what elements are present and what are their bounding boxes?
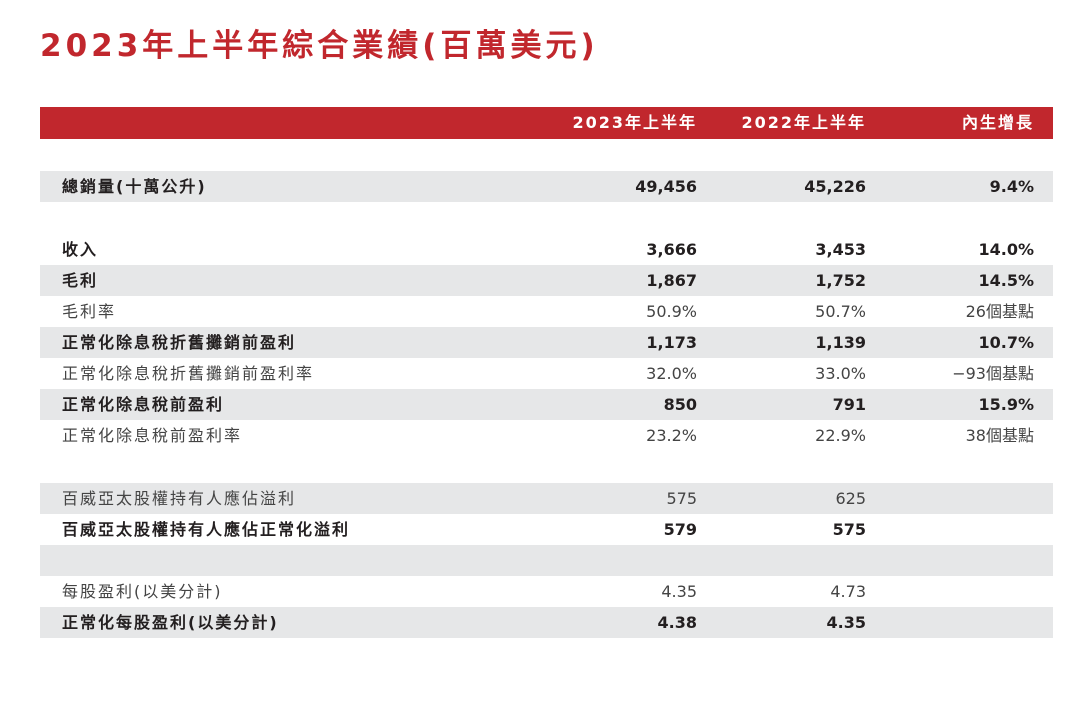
value-2023h1: 850 — [663, 395, 697, 414]
value-2023h1: 1,867 — [646, 271, 697, 290]
value-growth: 9.4% — [989, 177, 1034, 196]
table-row-ebitda: 正常化除息稅折舊攤銷前盈利 1,173 1,139 10.7% — [40, 327, 1053, 358]
value-growth: 38個基點 — [965, 426, 1034, 445]
row-label: 正常化除息稅前盈利率 — [62, 426, 243, 445]
row-label: 總銷量(十萬公升) — [62, 177, 207, 196]
header-organic-growth: 內生增長 — [961, 113, 1034, 132]
value-2022h1: 4.73 — [830, 582, 866, 601]
value-growth: 26個基點 — [965, 302, 1034, 321]
row-label: 正常化除息稅前盈利 — [62, 395, 225, 414]
value-2022h1: 1,752 — [815, 271, 866, 290]
value-2023h1: 4.35 — [661, 582, 697, 601]
table-row-blank — [40, 545, 1053, 576]
row-label: 百威亞太股權持有人應佔溢利 — [62, 489, 297, 508]
row-label: 正常化除息稅折舊攤銷前盈利 — [62, 333, 297, 352]
value-2022h1: 1,139 — [815, 333, 866, 352]
value-2023h1: 579 — [663, 520, 697, 539]
value-2023h1: 50.9% — [646, 302, 697, 321]
value-2022h1: 22.9% — [815, 426, 866, 445]
table-row-gross-margin: 毛利率 50.9% 50.7% 26個基點 — [40, 296, 1053, 327]
value-2022h1: 625 — [835, 489, 866, 508]
table-row-ebit-margin: 正常化除息稅前盈利率 23.2% 22.9% 38個基點 — [40, 420, 1053, 451]
value-2023h1: 4.38 — [657, 613, 697, 632]
spacer — [40, 139, 1053, 171]
value-growth: 14.0% — [978, 240, 1034, 259]
row-label: 收入 — [62, 240, 99, 259]
table-row-volume: 總銷量(十萬公升) 49,456 45,226 9.4% — [40, 171, 1053, 202]
row-label: 每股盈利(以美分計) — [62, 582, 223, 601]
spacer — [40, 451, 1053, 483]
value-2023h1: 32.0% — [646, 364, 697, 383]
table-row-eps: 每股盈利(以美分計) 4.35 4.73 — [40, 576, 1053, 607]
value-growth: −93個基點 — [952, 364, 1034, 383]
table-row-normalized-eps: 正常化每股盈利(以美分計) 4.38 4.35 — [40, 607, 1053, 638]
value-2022h1: 50.7% — [815, 302, 866, 321]
results-table: 2023年上半年 2022年上半年 內生增長 總銷量(十萬公升) 49,456 … — [40, 107, 1053, 638]
spacer — [40, 202, 1053, 234]
value-2022h1: 575 — [832, 520, 866, 539]
table-row-revenue: 收入 3,666 3,453 14.0% — [40, 234, 1053, 265]
header-2022h1: 2022年上半年 — [741, 113, 866, 132]
table-row-gross-profit: 毛利 1,867 1,752 14.5% — [40, 265, 1053, 296]
row-label: 毛利 — [62, 271, 99, 290]
table-row-profit: 百威亞太股權持有人應佔溢利 575 625 — [40, 483, 1053, 514]
table-row-ebit: 正常化除息稅前盈利 850 791 15.9% — [40, 389, 1053, 420]
row-label: 正常化除息稅折舊攤銷前盈利率 — [62, 364, 315, 383]
value-2023h1: 49,456 — [635, 177, 697, 196]
header-2023h1: 2023年上半年 — [572, 113, 697, 132]
value-growth: 14.5% — [978, 271, 1034, 290]
value-growth: 15.9% — [978, 395, 1034, 414]
value-2022h1: 33.0% — [815, 364, 866, 383]
table-row-normalized-profit: 百威亞太股權持有人應佔正常化溢利 579 575 — [40, 514, 1053, 545]
value-2022h1: 45,226 — [804, 177, 866, 196]
value-2023h1: 575 — [666, 489, 697, 508]
value-2023h1: 3,666 — [646, 240, 697, 259]
value-2023h1: 23.2% — [646, 426, 697, 445]
page-title: 2023年上半年綜合業績(百萬美元) — [40, 28, 599, 64]
value-growth: 10.7% — [978, 333, 1034, 352]
table-row-ebitda-margin: 正常化除息稅折舊攤銷前盈利率 32.0% 33.0% −93個基點 — [40, 358, 1053, 389]
value-2022h1: 791 — [832, 395, 866, 414]
row-label: 正常化每股盈利(以美分計) — [62, 613, 279, 632]
value-2023h1: 1,173 — [646, 333, 697, 352]
value-2022h1: 4.35 — [826, 613, 866, 632]
row-label: 毛利率 — [62, 302, 117, 321]
value-2022h1: 3,453 — [815, 240, 866, 259]
row-label: 百威亞太股權持有人應佔正常化溢利 — [62, 520, 351, 539]
table-header: 2023年上半年 2022年上半年 內生增長 — [40, 107, 1053, 139]
